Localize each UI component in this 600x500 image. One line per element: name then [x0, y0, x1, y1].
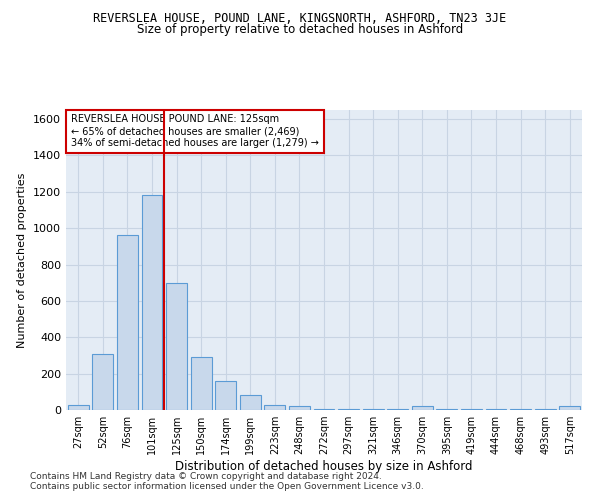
- Bar: [314, 409, 334, 410]
- Bar: [485, 409, 506, 410]
- Bar: [387, 409, 408, 410]
- Text: REVERSLEA HOUSE POUND LANE: 125sqm
← 65% of detached houses are smaller (2,469)
: REVERSLEA HOUSE POUND LANE: 125sqm ← 65%…: [71, 114, 319, 148]
- Bar: [240, 396, 261, 410]
- Bar: [117, 236, 138, 410]
- Bar: [510, 409, 531, 410]
- Bar: [215, 381, 236, 410]
- Bar: [535, 409, 556, 410]
- Text: Contains HM Land Registry data © Crown copyright and database right 2024.: Contains HM Land Registry data © Crown c…: [30, 472, 382, 481]
- Bar: [559, 406, 580, 410]
- Text: Size of property relative to detached houses in Ashford: Size of property relative to detached ho…: [137, 22, 463, 36]
- Bar: [92, 354, 113, 410]
- Bar: [68, 404, 89, 410]
- Bar: [191, 358, 212, 410]
- Bar: [461, 409, 482, 410]
- Bar: [338, 409, 359, 410]
- Bar: [436, 409, 457, 410]
- Bar: [166, 282, 187, 410]
- Y-axis label: Number of detached properties: Number of detached properties: [17, 172, 28, 348]
- Text: REVERSLEA HOUSE, POUND LANE, KINGSNORTH, ASHFORD, TN23 3JE: REVERSLEA HOUSE, POUND LANE, KINGSNORTH,…: [94, 12, 506, 26]
- Text: Contains public sector information licensed under the Open Government Licence v3: Contains public sector information licen…: [30, 482, 424, 491]
- X-axis label: Distribution of detached houses by size in Ashford: Distribution of detached houses by size …: [175, 460, 473, 473]
- Bar: [412, 406, 433, 410]
- Bar: [265, 404, 286, 410]
- Bar: [289, 406, 310, 410]
- Bar: [142, 194, 163, 410]
- Bar: [362, 409, 383, 410]
